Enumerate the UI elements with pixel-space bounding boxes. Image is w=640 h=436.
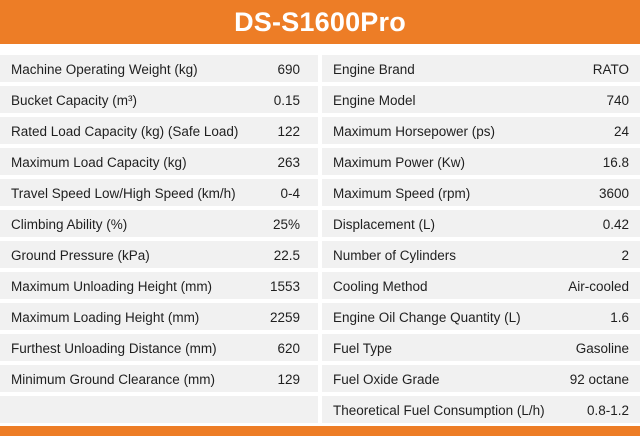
spec-value: RATO bbox=[592, 62, 629, 77]
spec-label: Bucket Capacity (m³) bbox=[11, 93, 138, 108]
spec-value: 16.8 bbox=[602, 155, 629, 170]
spec-label: Minimum Ground Clearance (mm) bbox=[11, 372, 216, 387]
spec-row: Maximum Speed (rpm) 3600 bbox=[322, 179, 640, 206]
spec-row: Number of Cylinders 2 bbox=[322, 241, 640, 268]
spec-label: Rated Load Capacity (kg) (Safe Load) bbox=[11, 124, 239, 139]
spec-value: 0.8-1.2 bbox=[586, 403, 629, 418]
spec-label: Number of Cylinders bbox=[333, 248, 457, 263]
spec-row-empty bbox=[0, 396, 318, 423]
spec-row: Fuel Oxide Grade 92 octane bbox=[322, 365, 640, 392]
spec-value: 740 bbox=[606, 93, 629, 108]
spec-label: Maximum Horsepower (ps) bbox=[333, 124, 496, 139]
spec-value: 2 bbox=[621, 248, 629, 263]
spec-row: Engine Oil Change Quantity (L) 1.6 bbox=[322, 303, 640, 330]
spec-row: Engine Model 740 bbox=[322, 86, 640, 113]
spec-row: Bucket Capacity (m³) 0.15 bbox=[0, 86, 318, 113]
spec-value: 92 octane bbox=[569, 372, 629, 387]
spec-value: 129 bbox=[277, 372, 300, 387]
spec-row: Cooling Method Air-cooled bbox=[322, 272, 640, 299]
spec-value: 122 bbox=[277, 124, 300, 139]
footer-accent-bar bbox=[0, 426, 640, 436]
spec-row: Theoretical Fuel Consumption (L/h) 0.8-1… bbox=[322, 396, 640, 423]
spec-value: 690 bbox=[277, 62, 300, 77]
spec-row: Rated Load Capacity (kg) (Safe Load) 122 bbox=[0, 117, 318, 144]
spec-value: Air-cooled bbox=[568, 279, 629, 294]
spec-row: Fuel Type Gasoline bbox=[322, 334, 640, 361]
spec-row: Engine Brand RATO bbox=[322, 55, 640, 82]
spec-row: Maximum Load Capacity (kg) 263 bbox=[0, 148, 318, 175]
spec-label: Maximum Unloading Height (mm) bbox=[11, 279, 213, 294]
spec-label: Maximum Speed (rpm) bbox=[333, 186, 471, 201]
spec-row: Machine Operating Weight (kg) 690 bbox=[0, 55, 318, 82]
spec-label: Maximum Loading Height (mm) bbox=[11, 310, 200, 325]
title-banner: DS-S1600Pro bbox=[0, 0, 640, 44]
spec-value: 22.5 bbox=[273, 248, 300, 263]
spec-value: 24 bbox=[613, 124, 629, 139]
spec-row: Travel Speed Low/High Speed (km/h) 0-4 bbox=[0, 179, 318, 206]
spec-value: 25% bbox=[272, 217, 300, 232]
spec-value: 0.15 bbox=[273, 93, 300, 108]
spec-value: 0-4 bbox=[280, 186, 300, 201]
spec-value: Gasoline bbox=[575, 341, 629, 356]
spec-row: Minimum Ground Clearance (mm) 129 bbox=[0, 365, 318, 392]
spec-row: Ground Pressure (kPa) 22.5 bbox=[0, 241, 318, 268]
spec-label: Cooling Method bbox=[333, 279, 428, 294]
spec-row: Maximum Unloading Height (mm) 1553 bbox=[0, 272, 318, 299]
spec-value: 1.6 bbox=[610, 310, 629, 325]
spec-label: Maximum Power (Kw) bbox=[333, 155, 466, 170]
spec-value: 0.42 bbox=[602, 217, 629, 232]
spec-row: Furthest Unloading Distance (mm) 620 bbox=[0, 334, 318, 361]
spec-row: Displacement (L) 0.42 bbox=[322, 210, 640, 237]
spec-label: Travel Speed Low/High Speed (km/h) bbox=[11, 186, 236, 201]
spec-label: Climbing Ability (%) bbox=[11, 217, 128, 232]
spec-label: Maximum Load Capacity (kg) bbox=[11, 155, 187, 170]
spec-value: 3600 bbox=[598, 186, 629, 201]
spec-label: Engine Oil Change Quantity (L) bbox=[333, 310, 521, 325]
spec-label: Fuel Type bbox=[333, 341, 393, 356]
spec-label: Ground Pressure (kPa) bbox=[11, 248, 150, 263]
spec-label: Furthest Unloading Distance (mm) bbox=[11, 341, 217, 356]
spec-value: 2259 bbox=[269, 310, 300, 325]
spec-label: Fuel Oxide Grade bbox=[333, 372, 440, 387]
spec-row: Maximum Loading Height (mm) 2259 bbox=[0, 303, 318, 330]
spec-label: Machine Operating Weight (kg) bbox=[11, 62, 198, 77]
spec-label: Displacement (L) bbox=[333, 217, 436, 232]
spec-value: 620 bbox=[277, 341, 300, 356]
spec-label: Engine Brand bbox=[333, 62, 415, 77]
spec-value: 1553 bbox=[269, 279, 300, 294]
spec-row: Maximum Horsepower (ps) 24 bbox=[322, 117, 640, 144]
spec-row: Maximum Power (Kw) 16.8 bbox=[322, 148, 640, 175]
page-title: DS-S1600Pro bbox=[234, 6, 406, 37]
spec-row: Climbing Ability (%) 25% bbox=[0, 210, 318, 237]
spec-label: Theoretical Fuel Consumption (L/h) bbox=[333, 403, 545, 418]
spec-label: Engine Model bbox=[333, 93, 416, 108]
spec-value: 263 bbox=[277, 155, 300, 170]
